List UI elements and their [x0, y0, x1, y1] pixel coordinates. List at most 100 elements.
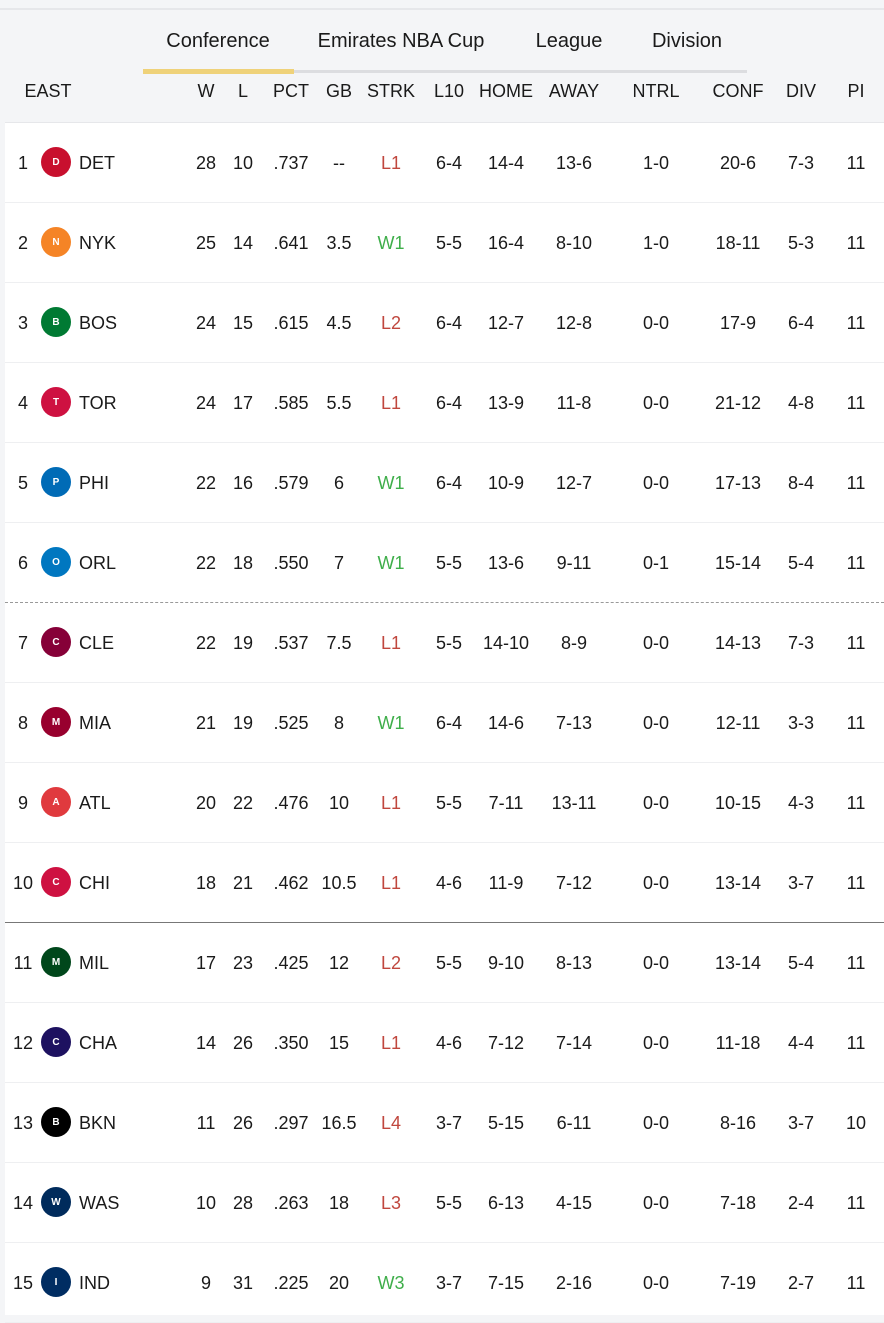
- cell-pi: 11: [846, 1273, 866, 1293]
- hornets-logo: C: [41, 1027, 71, 1057]
- cell-strk: L1: [380, 873, 402, 893]
- cell-pi: 11: [846, 793, 866, 813]
- table-row[interactable]: 10 C CHI 18 21 .462 10.5 L1 4-6 11-9 7-12 0-0 13-14 3…: [5, 843, 884, 923]
- cell-pct: .615: [273, 313, 309, 333]
- cell-gb: 12: [328, 953, 350, 973]
- cell-div: 2-7: [787, 1273, 815, 1293]
- cell-div: 2-4: [787, 1193, 815, 1213]
- knicks-logo: N: [41, 227, 71, 257]
- column-header-home[interactable]: HOME: [479, 81, 533, 101]
- cell-ntrl: 0-1: [642, 553, 670, 573]
- table-row[interactable]: 13 B BKN 11 26 .297 16.5 L4 3-7 5-15 6-11 0-0 8-16 3-…: [5, 1083, 884, 1163]
- cell-away: 7-14: [555, 1033, 593, 1053]
- table-row[interactable]: 15 I IND 9 31 .225 20 W3 3-7 7-15 2-16 0-0 7-19 2-7 11: [5, 1243, 884, 1323]
- team-abbr[interactable]: MIA: [79, 713, 112, 733]
- cell-l: 28: [232, 1193, 254, 1213]
- column-header-l[interactable]: L: [237, 81, 249, 101]
- table-row[interactable]: 5 P PHI 22 16 .579 6 W1 6-4 10-9 12-7 0-0 17-13 8-4 11: [5, 443, 884, 523]
- table-row[interactable]: 11 M MIL 17 23 .425 12 L2 5-5 9-10 8-13 0-0 13-14 5-4…: [5, 923, 884, 1003]
- cell-ntrl: 0-0: [642, 393, 670, 413]
- column-header-strk[interactable]: STRK: [366, 81, 416, 101]
- cell-l10: 5-5: [435, 1193, 463, 1213]
- heat-logo: M: [41, 707, 71, 737]
- column-header-div[interactable]: DIV: [785, 81, 817, 101]
- team-abbr[interactable]: CHA: [79, 1033, 118, 1053]
- cell-pi: 11: [846, 233, 866, 253]
- cell-w: 11: [196, 1113, 216, 1133]
- hawks-logo: A: [41, 787, 71, 817]
- cell-div: 4-4: [787, 1033, 815, 1053]
- tab-conference[interactable]: Conference: [166, 30, 270, 52]
- column-header-ntrl[interactable]: NTRL: [632, 81, 680, 101]
- tab-division[interactable]: Division: [651, 30, 723, 52]
- rank: 5: [17, 473, 29, 493]
- cell-l10: 6-4: [435, 713, 463, 733]
- cell-pct: .297: [273, 1113, 309, 1133]
- cell-conf: 17-9: [719, 313, 757, 333]
- tab-emirates-nba-cup[interactable]: Emirates NBA Cup: [317, 30, 485, 52]
- table-row[interactable]: 8 M MIA 21 19.525 8 W1 6-4 14-6 7-13 0-0 12-11 3-3 11: [5, 683, 884, 763]
- cell-away: 13-6: [555, 153, 593, 173]
- team-abbr[interactable]: CHI: [79, 873, 110, 893]
- cell-div: 3-7: [787, 873, 815, 893]
- rank: 1: [17, 153, 29, 173]
- table-row[interactable]: 1 D DET 28 10 .737 -- L1 6-4 14-4 13-6 1-0 20-6 7-3 11: [5, 123, 884, 203]
- cell-pi: 11: [846, 553, 866, 573]
- team-abbr[interactable]: DET: [79, 153, 115, 173]
- rank: 11: [13, 953, 33, 973]
- cell-ntrl: 1-0: [642, 233, 670, 253]
- team-abbr[interactable]: MIL: [79, 953, 110, 973]
- bucks-logo: M: [41, 947, 71, 977]
- team-abbr[interactable]: ATL: [79, 793, 111, 813]
- tab-track: [143, 70, 747, 73]
- column-header-east[interactable]: EAST: [24, 81, 72, 101]
- column-header-l10[interactable]: L10: [433, 81, 465, 101]
- team-abbr[interactable]: BKN: [79, 1113, 117, 1133]
- table-row[interactable]: 12 C CHA 14 26 .350 15 L1 4-6 7-12 7-14 0-0 11-18 4-4…: [5, 1003, 884, 1083]
- wizards-logo: W: [41, 1187, 71, 1217]
- table-row[interactable]: 6 O ORL 22 18 .550 7 W1 5-5 13-6 9-11 0-1 15-14 5-4 11: [5, 523, 884, 603]
- table-row[interactable]: 2 N NYK 25 14 .641 3.5 W1 5-5 16-4 8-10 1-0 18-11 5-3…: [5, 203, 884, 283]
- cell-pct: .585: [273, 393, 309, 413]
- pistons-logo: D: [41, 147, 71, 177]
- team-abbr[interactable]: WAS: [79, 1193, 120, 1213]
- team-abbr[interactable]: IND: [79, 1273, 110, 1293]
- table-row[interactable]: 3 B BOS 24 15 .615 4.5 L2 6-4 12-7 12-8 0-0 17-9 6-4 1…: [5, 283, 884, 363]
- table-row[interactable]: 14 W WAS 10 28 .263 18 L3 5-5 6-13 4-15 0-0 7-18 2-4 1…: [5, 1163, 884, 1243]
- cell-pi: 11: [846, 633, 866, 653]
- rank: 10: [12, 873, 34, 893]
- column-header-pi[interactable]: PI: [847, 81, 865, 101]
- column-header-gb[interactable]: GB: [325, 81, 353, 101]
- team-abbr[interactable]: TOR: [79, 393, 117, 413]
- cell-l10: 6-4: [435, 153, 463, 173]
- team-abbr[interactable]: NYK: [79, 233, 117, 253]
- tab-league[interactable]: League: [535, 30, 603, 52]
- team-abbr[interactable]: BOS: [79, 313, 118, 333]
- table-row[interactable]: 7 C CLE 22 19 .537 7.5 L1 5-5 14-10 8-9 0-0 14-13 7-3…: [5, 603, 884, 683]
- column-header-pct[interactable]: PCT: [273, 81, 309, 101]
- cell-pi: 11: [846, 953, 866, 973]
- team-abbr[interactable]: PHI: [79, 473, 110, 493]
- cell-l: 17: [232, 393, 254, 413]
- cell-pct: .737: [273, 153, 309, 173]
- top-divider: [0, 8, 884, 10]
- cell-strk: L2: [380, 953, 402, 973]
- cell-w: 22: [195, 633, 217, 653]
- table-row[interactable]: 4 T TOR 24 17 .585 5.5 L1 6-4 13-9 11-8 0-0 21-12 4-8…: [5, 363, 884, 443]
- column-header-conf[interactable]: CONF: [712, 81, 764, 101]
- column-header-w[interactable]: W: [197, 81, 215, 101]
- team-abbr[interactable]: ORL: [79, 553, 117, 573]
- cell-ntrl: 0-0: [642, 1113, 670, 1133]
- cell-gb: --: [333, 153, 345, 173]
- rank: 6: [17, 553, 29, 573]
- magic-logo: O: [41, 547, 71, 577]
- tab-active-indicator: [143, 69, 294, 74]
- column-header-away[interactable]: AWAY: [548, 81, 600, 101]
- cell-ntrl: 0-0: [642, 1033, 670, 1053]
- cell-home: 7-11: [488, 793, 524, 813]
- team-abbr[interactable]: CLE: [79, 633, 115, 653]
- cell-away: 9-11: [556, 553, 592, 573]
- cell-conf: 8-16: [719, 1113, 757, 1133]
- table-row[interactable]: 9 A ATL 20 22 .476 10 L1 5-5 7-11 13-11 0-0 10-15 4-3…: [5, 763, 884, 843]
- cell-gb: 5.5: [326, 393, 352, 413]
